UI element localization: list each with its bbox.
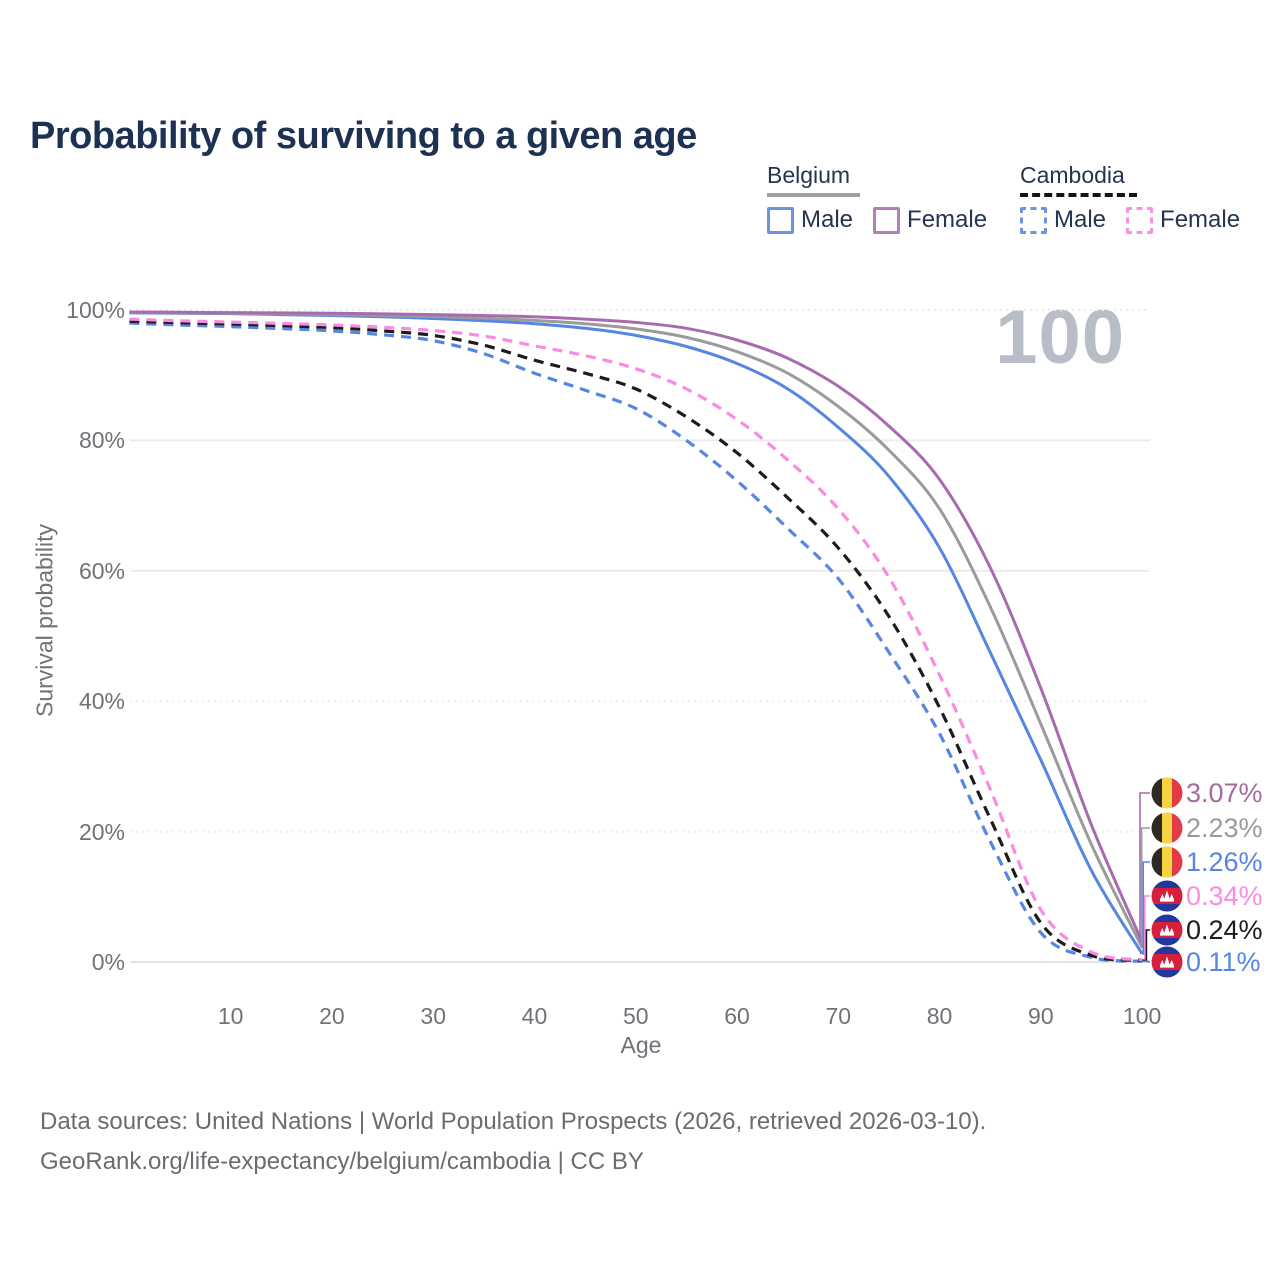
end-label-connector <box>1142 861 1150 955</box>
footer-sources: Data sources: United Nations | World Pop… <box>40 1108 987 1135</box>
x-tick-label: 70 <box>825 1003 852 1029</box>
legend-item-label-cambodia-male[interactable]: Male <box>1054 206 1107 233</box>
legend-item-label-belgium-male[interactable]: Male <box>801 206 854 233</box>
x-tick-label: 50 <box>622 1003 649 1029</box>
flag-icon-cambodia <box>1151 880 1183 912</box>
x-tick-label: 80 <box>926 1003 953 1029</box>
x-tick-label: 60 <box>724 1003 750 1029</box>
y-axis-title: Survival probability <box>31 523 58 718</box>
legend-group-cambodia: Cambodia Male Female <box>1020 162 1260 234</box>
end-label-connector <box>1142 929 1150 962</box>
legend-underline-dashed <box>1020 193 1137 197</box>
end-value-label-belgium-both-sexes: 2.23% <box>1186 813 1263 843</box>
x-tick-label: 10 <box>217 1003 244 1029</box>
survival-curve-cambodia-both-sexes[interactable] <box>129 319 1143 962</box>
legend-underline-solid <box>767 193 860 197</box>
end-value-label-cambodia-female: 0.34% <box>1186 881 1263 911</box>
flag-icon-cambodia <box>1151 946 1183 978</box>
survival-curve-belgium-female[interactable] <box>129 310 1144 943</box>
end-value-label-cambodia-both-sexes: 0.24% <box>1186 915 1263 945</box>
end-label-connector <box>1140 827 1150 949</box>
flag-icon-belgium <box>1151 812 1183 844</box>
x-tick-label: 90 <box>1028 1003 1054 1029</box>
y-tick-label: 20% <box>78 818 125 845</box>
survival-curve-cambodia-male[interactable] <box>129 321 1143 963</box>
x-tick-label: 20 <box>319 1003 345 1029</box>
legend-swatch-belgium-female[interactable] <box>873 206 901 234</box>
legend-swatch-belgium-male[interactable] <box>767 206 794 234</box>
flag-icon-belgium <box>1151 777 1183 809</box>
x-tick-label: 30 <box>420 1003 446 1029</box>
legend-group-title-cambodia: Cambodia <box>1020 162 1125 188</box>
flag-icon-cambodia <box>1151 914 1183 946</box>
footer-link: GeoRank.org/life-expectancy/belgium/camb… <box>40 1148 644 1175</box>
survival-curve-cambodia-female[interactable] <box>129 317 1143 962</box>
legend-group-title-belgium: Belgium <box>767 162 851 188</box>
legend-item-label-belgium-female[interactable]: Female <box>907 206 988 233</box>
legend-swatch-cambodia-female[interactable] <box>1126 206 1154 234</box>
y-tick-label: 80% <box>78 427 125 454</box>
y-tick-label: 40% <box>78 688 125 715</box>
legend-swatch-cambodia-male[interactable] <box>1020 206 1047 234</box>
legend-item-label-cambodia-female[interactable]: Female <box>1160 206 1241 233</box>
x-tick-label: 100 <box>1122 1003 1162 1029</box>
x-tick-label: 40 <box>521 1003 548 1029</box>
end-label-connector <box>1142 960 1150 963</box>
page-title: Probability of surviving to a given age <box>30 115 697 158</box>
end-value-label-belgium-male: 1.26% <box>1186 847 1263 877</box>
y-tick-label: 0% <box>91 949 125 975</box>
y-tick-label: 100% <box>66 297 125 323</box>
flag-icon-belgium <box>1151 846 1183 878</box>
legend-group-belgium: Belgium Male Female <box>767 162 1007 234</box>
x-axis-title: Age <box>620 1032 662 1058</box>
y-tick-label: 60% <box>78 557 125 584</box>
end-value-label-cambodia-male: 0.11% <box>1186 947 1261 977</box>
end-value-label-belgium-female: 3.07% <box>1186 778 1263 808</box>
